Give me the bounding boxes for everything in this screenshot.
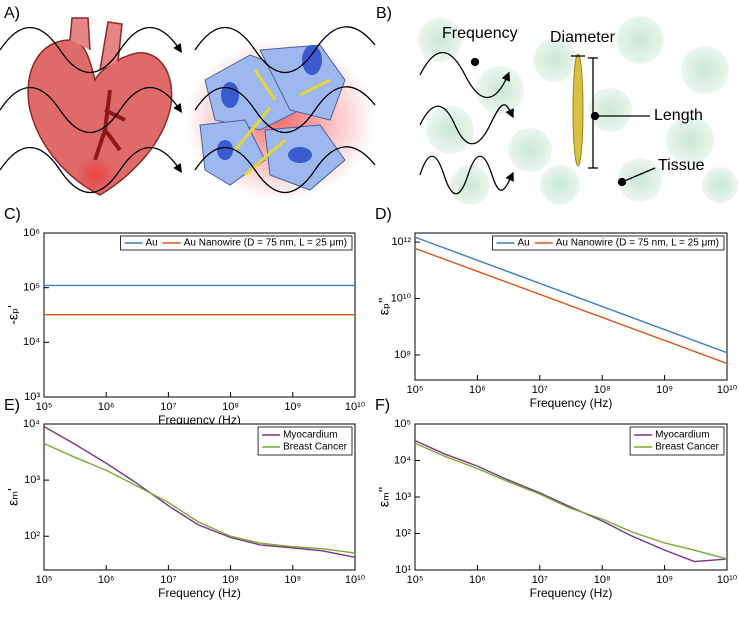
y-tick-label: 10⁵	[394, 418, 411, 430]
legend: Au Au Nanowire (D = 75 nm, L = 25 μm)	[492, 235, 725, 251]
y-tick-label: 10³	[24, 474, 40, 486]
panel-label: A)	[4, 5, 20, 22]
y-tick-label: 10⁶	[23, 227, 40, 239]
y-tick-label: 10⁸	[394, 349, 411, 361]
y-tick-label: 10²	[395, 527, 411, 539]
series-line	[44, 425, 355, 559]
y-axis-label: εₘ'	[5, 488, 21, 506]
x-tick-label: 10⁵	[36, 574, 53, 586]
legend: Au Au Nanowire (D = 75 nm, L = 25 μm)	[120, 235, 353, 251]
x-tick-label: 10⁶	[469, 384, 486, 396]
x-tick-label: 10⁷	[532, 574, 548, 586]
legend-label: Au	[518, 238, 530, 249]
y-tick-label: 10²	[24, 530, 40, 542]
panel-label: E)	[4, 397, 20, 414]
x-tick-label: 10⁸	[594, 384, 611, 396]
y-axis-label: εₘ''	[376, 487, 392, 507]
legend-label: Au Nanowire (D = 75 nm, L = 25 μm)	[184, 238, 347, 249]
x-tick-label: 10⁶	[469, 574, 486, 586]
x-axis-label: Frequency (Hz)	[158, 586, 241, 600]
annotation: Diameter	[550, 29, 616, 46]
x-tick-label: 10¹⁰	[345, 574, 366, 586]
legend-label: Au Nanowire (D = 75 nm, L = 25 μm)	[556, 238, 719, 249]
x-tick-label: 10⁷	[160, 574, 176, 586]
x-tick-label: 10⁸	[594, 574, 611, 586]
x-tick-label: 10⁵	[36, 401, 53, 413]
x-tick-label: 10⁹	[656, 384, 673, 396]
x-axis-label: Frequency (Hz)	[530, 396, 613, 410]
series-line	[415, 247, 727, 365]
legend-box	[257, 426, 353, 456]
x-tick-label: 10¹⁰	[717, 574, 738, 586]
legend-label: Myocardium	[283, 430, 337, 441]
annotation: Length	[654, 107, 703, 124]
y-tick-label: 10⁴	[23, 336, 40, 348]
legend-label: Myocardium	[655, 430, 709, 441]
x-tick-label: 10⁸	[222, 401, 239, 413]
annotation: Tissue	[658, 157, 705, 174]
panel-label: D)	[375, 206, 392, 223]
y-tick-label: 10³	[24, 391, 40, 403]
x-tick-label: 10⁸	[222, 574, 239, 586]
x-tick-label: 10⁶	[98, 574, 115, 586]
x-tick-label: 10¹⁰	[717, 384, 738, 396]
x-tick-label: 10⁹	[284, 401, 301, 413]
y-axis-label: εₚ''	[376, 298, 392, 316]
x-axis-label: Frequency (Hz)	[530, 586, 613, 600]
y-tick-label: 10³	[395, 491, 411, 503]
annotation: Frequency	[442, 25, 518, 42]
y-tick-label: 10⁴	[394, 454, 411, 466]
illustration-a: A)	[0, 5, 376, 200]
panel-label: C)	[4, 206, 21, 223]
x-tick-label: 10⁹	[656, 574, 673, 586]
legend-label: Au	[146, 238, 158, 249]
x-tick-label: 10⁹	[284, 574, 301, 586]
panel-label: B)	[376, 5, 392, 22]
series-line	[415, 440, 727, 563]
x-tick-label: 10⁷	[532, 384, 548, 396]
legend-label: Breast Cancer	[655, 442, 720, 453]
x-tick-label: 10⁵	[407, 384, 424, 396]
y-tick-label: 10¹⁰	[391, 292, 412, 304]
panel-label: F)	[375, 397, 390, 414]
legend-box	[492, 235, 725, 251]
illustration-b: B) Frequency Diameter Length Tissue	[376, 5, 738, 205]
y-tick-label: 10¹	[395, 564, 411, 576]
y-tick-label: 10⁵	[23, 282, 40, 294]
series-line	[415, 236, 727, 354]
legend-label: Breast Cancer	[283, 442, 348, 453]
legend-box	[629, 426, 725, 456]
y-tick-label: 10⁴	[23, 418, 40, 430]
x-tick-label: 10⁵	[407, 574, 424, 586]
x-tick-label: 10⁷	[160, 401, 176, 413]
x-tick-label: 10¹⁰	[345, 401, 366, 413]
series-line	[415, 442, 727, 560]
y-axis-label: -εₚ'	[5, 305, 21, 325]
y-tick-label: 10¹²	[391, 236, 411, 248]
x-tick-label: 10⁶	[98, 401, 115, 413]
legend-box	[120, 235, 353, 251]
series-line	[44, 442, 355, 554]
